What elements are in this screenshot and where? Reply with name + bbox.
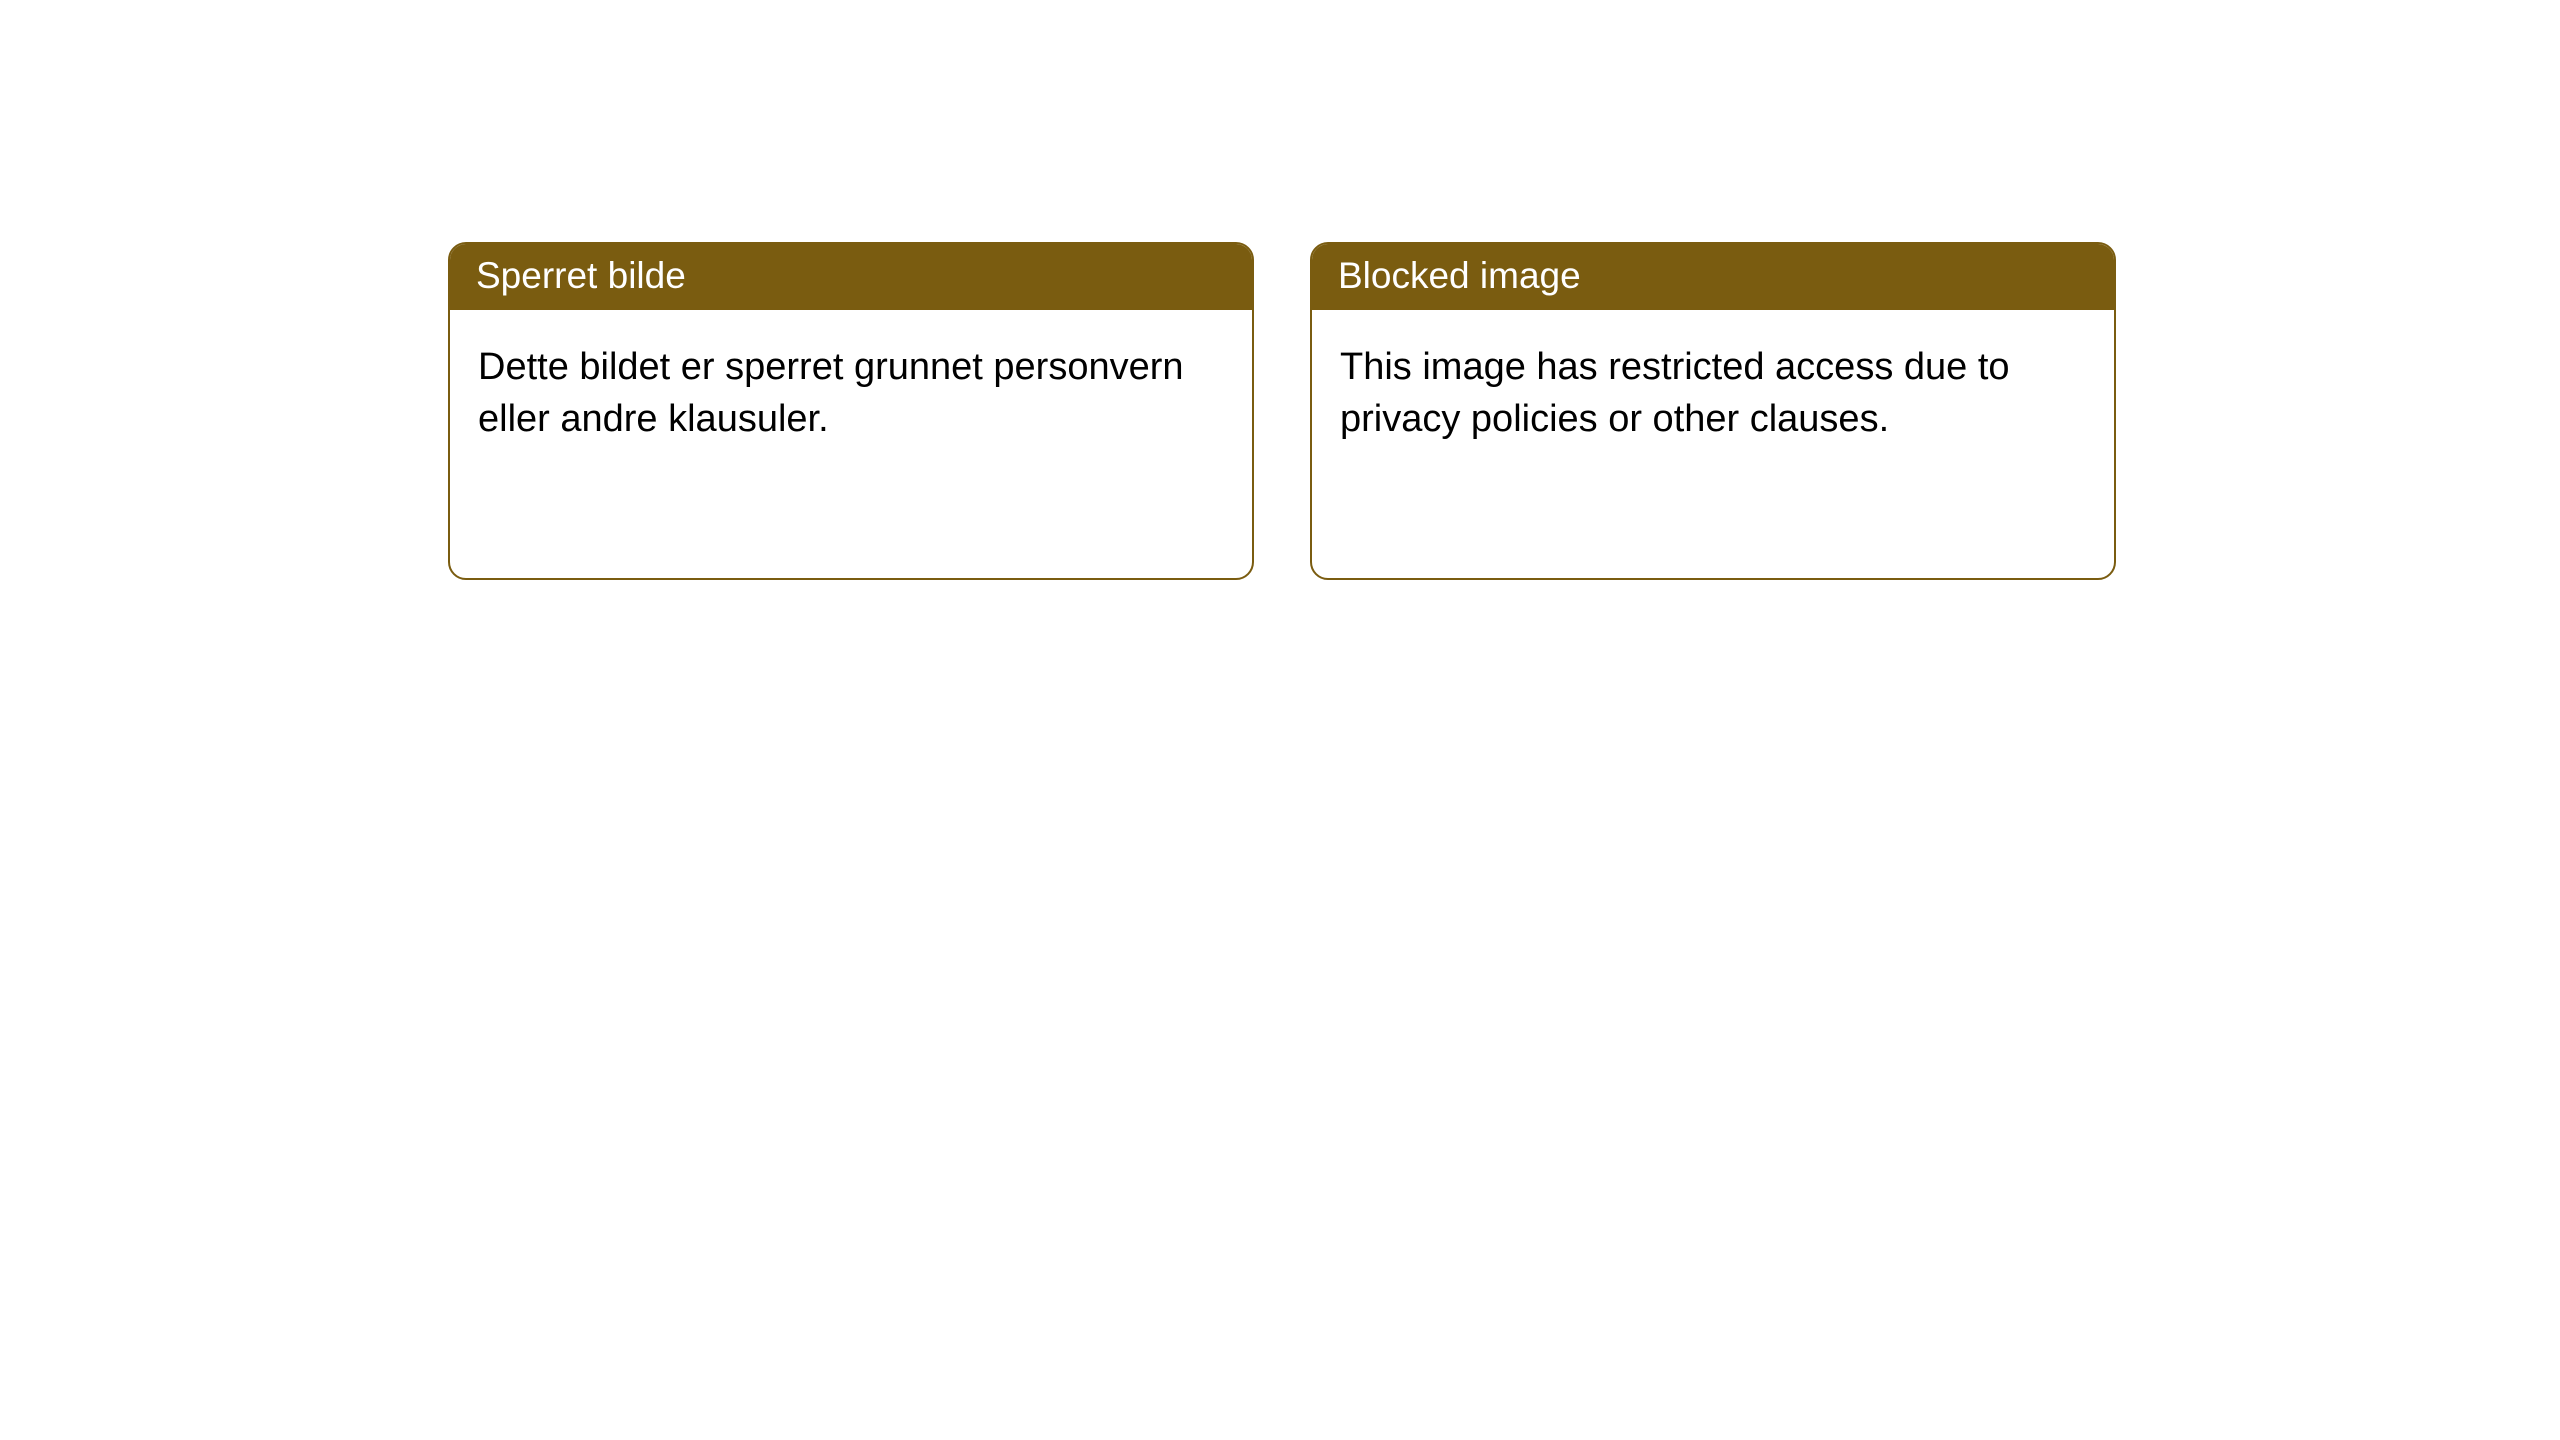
notice-card-body: Dette bildet er sperret grunnet personve… bbox=[450, 310, 1252, 578]
notice-card-norwegian: Sperret bilde Dette bildet er sperret gr… bbox=[448, 242, 1254, 580]
notice-card-title: Blocked image bbox=[1312, 244, 2114, 310]
notice-card-body: This image has restricted access due to … bbox=[1312, 310, 2114, 578]
notice-container: Sperret bilde Dette bildet er sperret gr… bbox=[0, 0, 2560, 580]
notice-card-title: Sperret bilde bbox=[450, 244, 1252, 310]
notice-card-english: Blocked image This image has restricted … bbox=[1310, 242, 2116, 580]
